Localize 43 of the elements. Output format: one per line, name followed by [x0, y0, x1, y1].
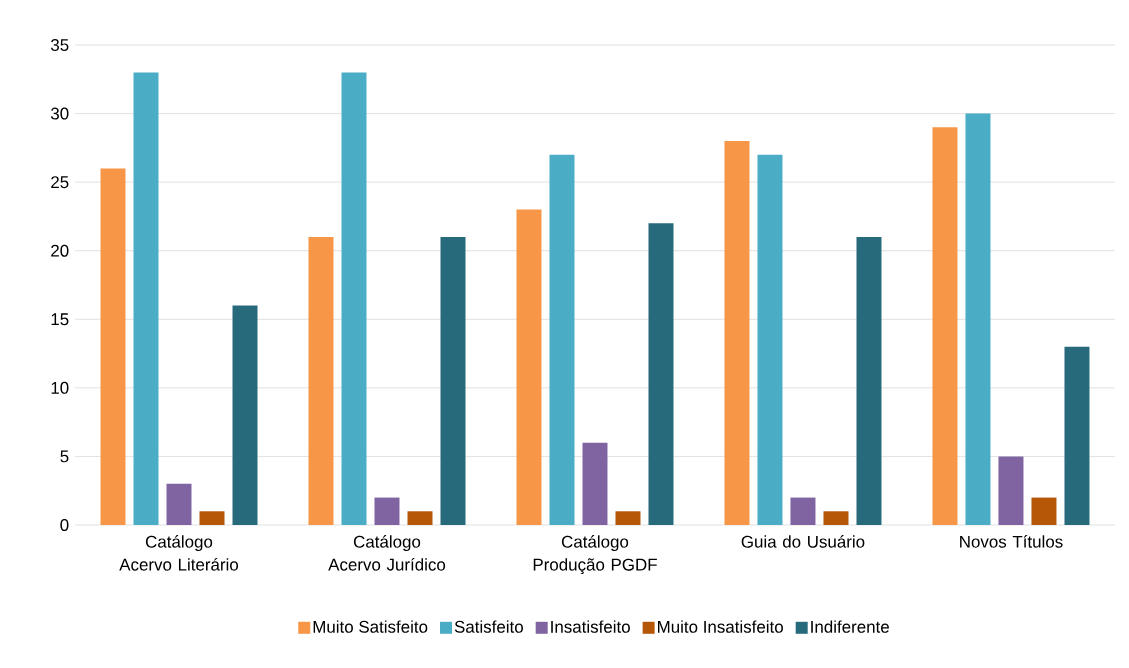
- bar: [998, 456, 1024, 525]
- bar: [308, 237, 334, 525]
- legend-label: Muito Satisfeito: [313, 620, 428, 633]
- y-tick-label: 0: [60, 519, 69, 531]
- bar: [199, 511, 225, 525]
- bar: [133, 72, 159, 525]
- bar: [440, 237, 466, 525]
- x-tick-label: Catálogo Acervo Literário: [119, 535, 239, 571]
- bar: [516, 209, 542, 525]
- x-tick-label: Guia do Usuário: [741, 535, 865, 548]
- legend-label: Satisfeito: [454, 620, 523, 633]
- bar: [166, 483, 192, 525]
- bar: [374, 497, 400, 525]
- y-tick-label: 30: [50, 107, 69, 120]
- bar: [407, 511, 433, 525]
- bar: [856, 237, 882, 525]
- y-tick-label: 35: [50, 39, 69, 51]
- y-tick-label: 25: [51, 176, 69, 189]
- x-tick-label: Catálogo Produção PGDF: [533, 535, 657, 575]
- y-tick-label: 5: [60, 450, 69, 463]
- bar: [932, 127, 958, 525]
- bar: [790, 497, 816, 525]
- bar: [757, 154, 783, 525]
- legend-label: Insatisfeito: [551, 620, 630, 633]
- y-tick-label: 15: [51, 313, 69, 326]
- bar: [724, 141, 750, 525]
- bar: [648, 223, 674, 525]
- bar: [965, 113, 991, 525]
- bar: [549, 154, 575, 525]
- bar: [823, 511, 849, 525]
- x-tick-label: Catálogo Acervo Jurídico: [328, 535, 446, 571]
- y-tick-label: 20: [51, 244, 69, 257]
- bar: [615, 511, 641, 525]
- x-tick-label: Novos Títulos: [960, 535, 1063, 548]
- bar: [100, 168, 126, 525]
- bar: [582, 442, 608, 525]
- legend-label: Muito Insatisfeito: [658, 620, 783, 633]
- bar: [341, 72, 367, 525]
- bar: [1064, 346, 1090, 525]
- bar: [232, 305, 258, 525]
- legend-label: Indiferente: [811, 620, 889, 633]
- y-tick-label: 10: [51, 381, 69, 394]
- bar: [1031, 497, 1057, 525]
